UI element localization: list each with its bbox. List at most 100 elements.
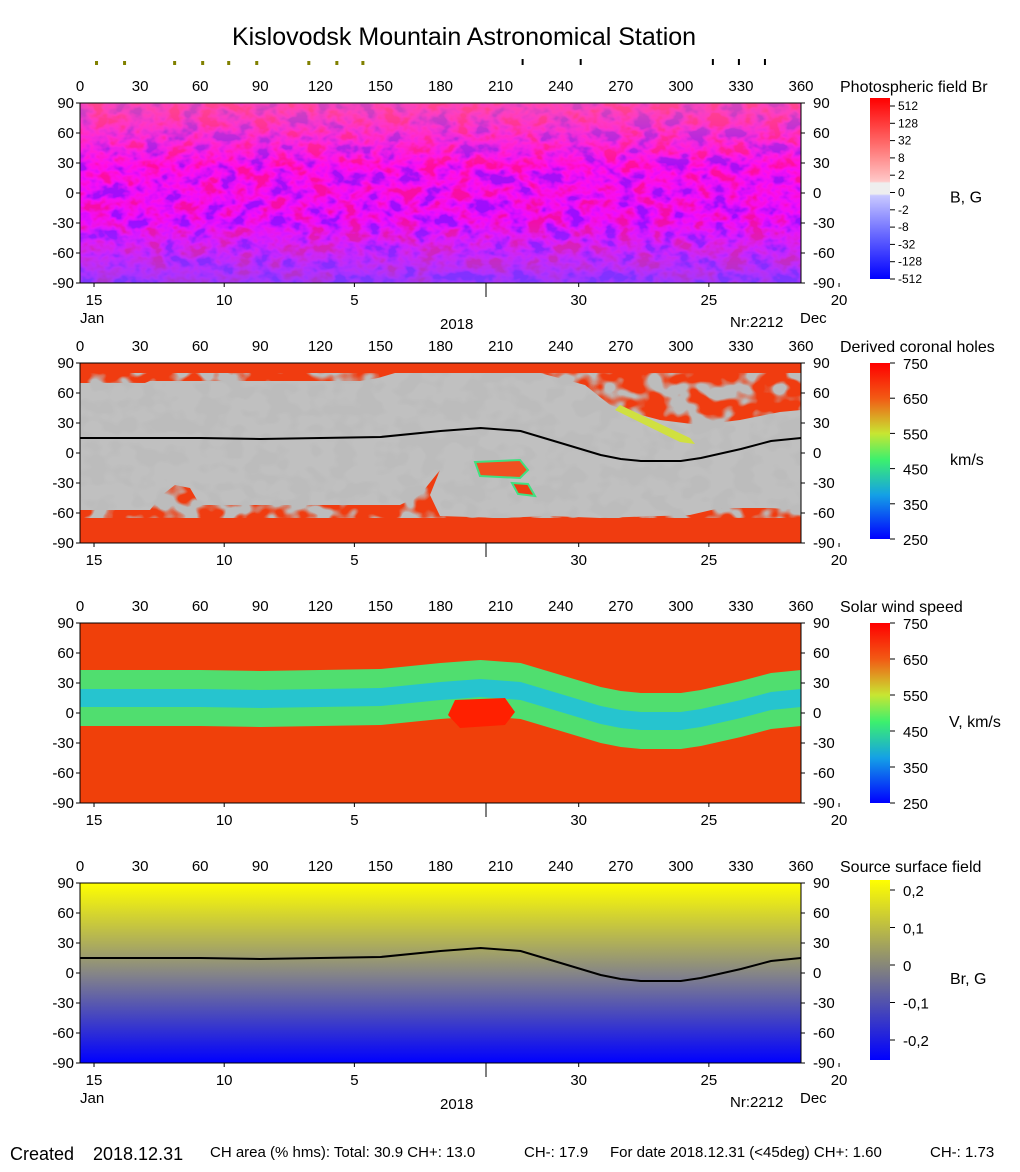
date-tick-label: 25: [701, 292, 718, 309]
date-tick-label: 10: [216, 812, 233, 829]
lat-tick-label-left: 30: [57, 155, 74, 172]
top-marker-olive: [227, 61, 231, 65]
photospheric-field-polar-bias: [80, 103, 801, 283]
photospheric-field-panel: [80, 103, 801, 283]
lon-tick-label: 60: [192, 338, 209, 355]
carrington-rotation-label: Nr:2212: [730, 1094, 783, 1111]
created-date: 2018.12.31: [93, 1144, 183, 1164]
year-label: 2018: [440, 316, 473, 333]
lon-tick-label: 240: [548, 598, 573, 615]
lat-tick-label-left: 60: [57, 125, 74, 142]
lat-tick-label-left: -90: [52, 795, 74, 812]
colorbar-tick-label: 0,2: [903, 883, 924, 900]
lon-tick-label: 0: [76, 338, 84, 355]
lon-tick-label: 330: [728, 858, 753, 875]
date-tick-label: 20: [831, 1072, 848, 1089]
lat-tick-label-left: 60: [57, 385, 74, 402]
panel-title: Photospheric field Br: [840, 79, 988, 96]
lon-tick-label: 330: [728, 78, 753, 95]
lon-tick-label: 150: [368, 858, 393, 875]
lat-tick-label-right: 90: [813, 875, 830, 892]
month-right-label: Dec: [800, 1090, 827, 1107]
lat-tick-label-right: 0: [813, 965, 821, 982]
lon-tick-label: 270: [608, 598, 633, 615]
carrington-rotation-label: Nr:2212: [730, 314, 783, 331]
lat-tick-label-right: 60: [813, 645, 830, 662]
date-tick-label: 5: [350, 1072, 358, 1089]
lon-tick-label: 180: [428, 598, 453, 615]
lon-tick-label: 210: [488, 78, 513, 95]
lon-tick-label: 300: [668, 858, 693, 875]
colorbar-tick-label: -8: [898, 220, 909, 234]
lon-tick-label: 0: [76, 858, 84, 875]
lon-tick-label: 240: [548, 78, 573, 95]
date-tick-label: 30: [570, 552, 587, 569]
date-tick-label: 20: [831, 552, 848, 569]
colorbar-tick-label: 550: [903, 426, 928, 443]
lat-tick-label-left: -30: [52, 475, 74, 492]
lat-tick-label-right: 90: [813, 95, 830, 112]
lon-tick-label: 30: [132, 858, 149, 875]
lon-tick-label: 90: [252, 858, 269, 875]
lon-tick-label: 210: [488, 598, 513, 615]
colorbar-tick-label: 250: [903, 796, 928, 813]
lat-tick-label-left: 0: [66, 965, 74, 982]
lon-tick-label: 300: [668, 598, 693, 615]
lat-tick-label-right: -60: [813, 245, 835, 262]
lat-tick-label-right: 30: [813, 415, 830, 432]
created-label: Created: [10, 1144, 74, 1164]
lat-tick-label-left: 0: [66, 705, 74, 722]
lon-tick-label: 300: [668, 78, 693, 95]
colorbar-tick-label: -2: [898, 203, 909, 217]
lon-tick-label: 0: [76, 78, 84, 95]
lat-tick-label-left: 30: [57, 935, 74, 952]
coronal-hole-small: [510, 481, 537, 498]
lon-tick-label: 300: [668, 338, 693, 355]
date-tick-label: 20: [831, 292, 848, 309]
lon-tick-label: 360: [788, 598, 813, 615]
colorbar-tick-label: 750: [903, 616, 928, 633]
colorbar-tick-label: 750: [903, 356, 928, 373]
colorbar-tick-label: 350: [903, 497, 928, 514]
lon-tick-label: 90: [252, 338, 269, 355]
colorbar-tick-label: 650: [903, 391, 928, 408]
top-marker-black: [737, 59, 740, 65]
colorbar-tick-label: 0: [898, 186, 905, 200]
date-tick-label: 15: [86, 552, 103, 569]
lat-tick-label-left: 30: [57, 415, 74, 432]
lon-tick-label: 90: [252, 78, 269, 95]
source-surface-panel: [80, 883, 801, 1063]
colorbar-tick-label: 550: [903, 688, 928, 705]
date-tick-label: 15: [86, 812, 103, 829]
lat-tick-label-left: 60: [57, 645, 74, 662]
lat-tick-label-right: 30: [813, 155, 830, 172]
lon-tick-label: 150: [368, 78, 393, 95]
month-left-label: Jan: [80, 1090, 104, 1107]
lon-tick-label: 360: [788, 858, 813, 875]
lat-tick-label-right: 60: [813, 385, 830, 402]
month-left-label: Jan: [80, 310, 104, 327]
solar-wind-panel: [80, 623, 801, 803]
lon-tick-label: 60: [192, 598, 209, 615]
month-right-label: Dec: [800, 310, 827, 327]
lat-tick-label-right: -90: [813, 275, 835, 292]
main-title: Kislovodsk Mountain Astronomical Station: [232, 23, 696, 51]
top-marker-black: [763, 59, 766, 65]
colorbar-tick-label: 32: [898, 134, 912, 148]
lon-tick-label: 210: [488, 338, 513, 355]
lat-tick-label-right: -30: [813, 735, 835, 752]
for-date-text: For date 2018.12.31 (<45deg) CH+: 1.60: [610, 1144, 882, 1161]
lon-tick-label: 30: [132, 338, 149, 355]
colorbar-tick-label: 8: [898, 151, 905, 165]
panel-title: Source surface field: [840, 859, 981, 876]
colorbar-tick-label: -512: [898, 272, 922, 286]
ch-area-text: CH area (% hms): Total: 30.9 CH+: 13.0: [210, 1144, 475, 1161]
date-tick-label: 5: [350, 812, 358, 829]
colorbar-tick-label: -0,1: [903, 996, 929, 1013]
